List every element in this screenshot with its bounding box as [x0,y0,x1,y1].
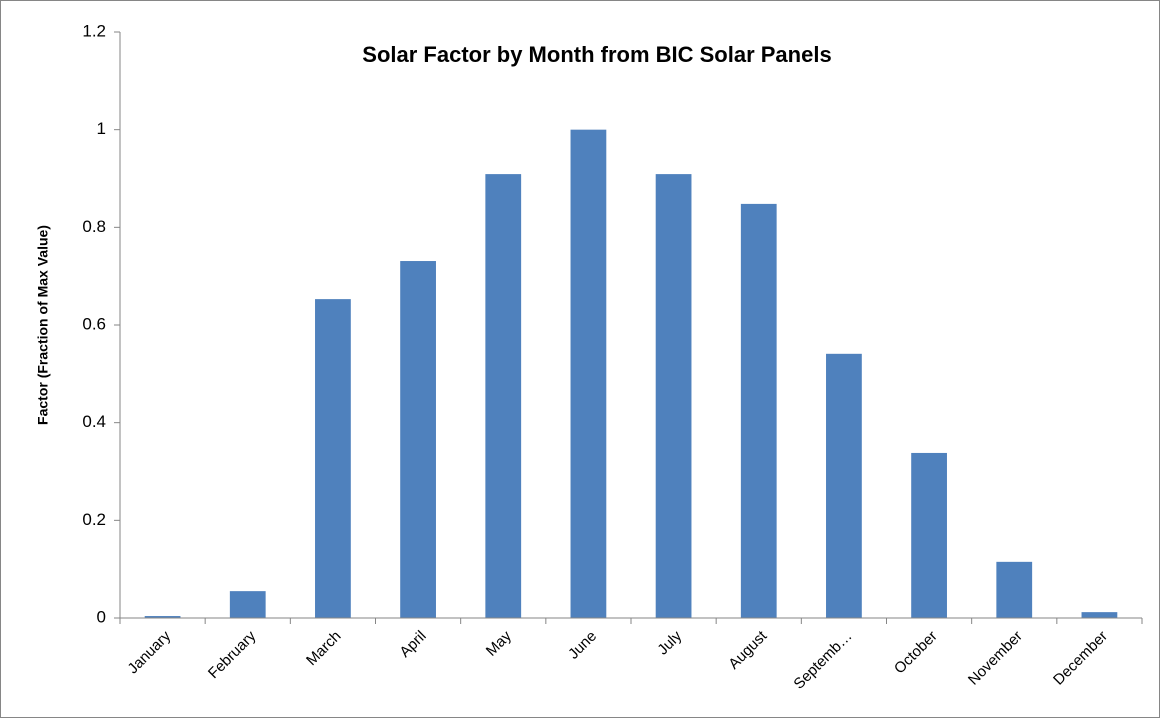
bar [996,561,1033,618]
y-tick-label: 0.8 [82,217,106,236]
y-axis-label: Factor (Fraction of Max Value) [35,225,51,425]
y-tick-label: 0.6 [82,314,106,333]
bar [1081,612,1118,618]
bar [229,591,266,618]
bar [400,261,436,618]
bar [144,616,181,618]
bar [911,452,947,618]
y-tick-label: 1.2 [82,21,106,40]
y-tick-label: 0.2 [82,510,106,529]
bar [655,174,692,619]
bar [826,353,862,618]
y-tick-label: 1 [97,119,106,138]
bar [315,299,351,618]
y-tick-label: 0.4 [82,412,106,431]
bar [570,129,607,618]
bar [485,174,522,619]
bar [740,203,777,619]
chart-title: Solar Factor by Month from BIC Solar Pan… [362,42,831,67]
y-tick-label: 0 [97,607,106,626]
